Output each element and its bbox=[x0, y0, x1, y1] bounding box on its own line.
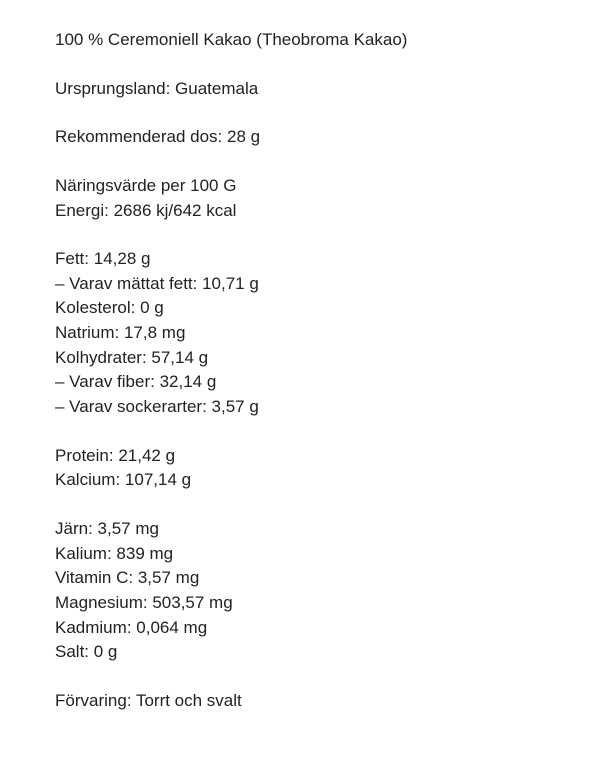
sodium-line: Natrium: 17,8 mg bbox=[55, 321, 547, 346]
potassium-line: Kalium: 839 mg bbox=[55, 542, 547, 567]
protein-value: 21,42 g bbox=[118, 446, 175, 465]
dose-line: Rekommenderad dos: 28 g bbox=[55, 125, 547, 150]
iron-value: 3,57 mg bbox=[98, 519, 159, 538]
nutrition-title: Näringsvärde per 100 G bbox=[55, 174, 547, 199]
fiber-label: – Varav fiber bbox=[55, 372, 150, 391]
nutrition-header-block: Näringsvärde per 100 G Energi: 2686 kj/6… bbox=[55, 174, 547, 223]
storage-block: Förvaring: Torrt och svalt bbox=[55, 689, 547, 714]
salt-line: Salt: 0 g bbox=[55, 640, 547, 665]
origin-block: Ursprungsland: Guatemala bbox=[55, 77, 547, 102]
vitc-label: Vitamin C bbox=[55, 568, 128, 587]
protein-line: Protein: 21,42 g bbox=[55, 444, 547, 469]
cholesterol-label: Kolesterol bbox=[55, 298, 131, 317]
vitc-value: 3,57 mg bbox=[138, 568, 199, 587]
fat-label: Fett bbox=[55, 249, 84, 268]
calcium-line: Kalcium: 107,14 g bbox=[55, 468, 547, 493]
cadmium-value: 0,064 mg bbox=[136, 618, 207, 637]
origin-line: Ursprungsland: Guatemala bbox=[55, 77, 547, 102]
storage-value: Torrt och svalt bbox=[136, 691, 242, 710]
potassium-label: Kalium bbox=[55, 544, 107, 563]
magnesium-label: Magnesium bbox=[55, 593, 143, 612]
magnesium-value: 503,57 mg bbox=[152, 593, 232, 612]
nutrition-group-2: Protein: 21,42 g Kalcium: 107,14 g bbox=[55, 444, 547, 493]
sugars-label: – Varav sockerarter bbox=[55, 397, 202, 416]
fiber-value: 32,14 g bbox=[160, 372, 217, 391]
magnesium-line: Magnesium: 503,57 mg bbox=[55, 591, 547, 616]
energy-label: Energi bbox=[55, 201, 104, 220]
sodium-value: 17,8 mg bbox=[124, 323, 185, 342]
cholesterol-value: 0 g bbox=[140, 298, 164, 317]
dose-value: 28 g bbox=[227, 127, 260, 146]
sat-fat-label: – Varav mättat fett bbox=[55, 274, 193, 293]
origin-label: Ursprungsland bbox=[55, 79, 166, 98]
fiber-line: – Varav fiber: 32,14 g bbox=[55, 370, 547, 395]
iron-label: Järn bbox=[55, 519, 88, 538]
sugars-line: – Varav sockerarter: 3,57 g bbox=[55, 395, 547, 420]
salt-value: 0 g bbox=[94, 642, 118, 661]
nutrition-group-3: Järn: 3,57 mg Kalium: 839 mg Vitamin C: … bbox=[55, 517, 547, 665]
energy-value: 2686 kj/642 kcal bbox=[114, 201, 237, 220]
calcium-value: 107,14 g bbox=[125, 470, 191, 489]
sodium-label: Natrium bbox=[55, 323, 115, 342]
carbs-line: Kolhydrater: 57,14 g bbox=[55, 346, 547, 371]
product-title: 100 % Ceremoniell Kakao (Theobroma Kakao… bbox=[55, 28, 547, 53]
carbs-value: 57,14 g bbox=[151, 348, 208, 367]
protein-label: Protein bbox=[55, 446, 109, 465]
title-text: 100 % Ceremoniell Kakao (Theobroma Kakao… bbox=[55, 28, 547, 53]
carbs-label: Kolhydrater bbox=[55, 348, 142, 367]
vitc-line: Vitamin C: 3,57 mg bbox=[55, 566, 547, 591]
fat-value: 14,28 g bbox=[94, 249, 151, 268]
sat-fat-value: 10,71 g bbox=[202, 274, 259, 293]
dose-block: Rekommenderad dos: 28 g bbox=[55, 125, 547, 150]
storage-line: Förvaring: Torrt och svalt bbox=[55, 689, 547, 714]
fat-line: Fett: 14,28 g bbox=[55, 247, 547, 272]
energy-line: Energi: 2686 kj/642 kcal bbox=[55, 199, 547, 224]
iron-line: Järn: 3,57 mg bbox=[55, 517, 547, 542]
potassium-value: 839 mg bbox=[116, 544, 173, 563]
nutrition-group-1: Fett: 14,28 g – Varav mättat fett: 10,71… bbox=[55, 247, 547, 419]
sat-fat-line: – Varav mättat fett: 10,71 g bbox=[55, 272, 547, 297]
calcium-label: Kalcium bbox=[55, 470, 115, 489]
cadmium-line: Kadmium: 0,064 mg bbox=[55, 616, 547, 641]
storage-label: Förvaring bbox=[55, 691, 127, 710]
cadmium-label: Kadmium bbox=[55, 618, 127, 637]
sugars-value: 3,57 g bbox=[212, 397, 259, 416]
salt-label: Salt bbox=[55, 642, 84, 661]
origin-value: Guatemala bbox=[175, 79, 258, 98]
cholesterol-line: Kolesterol: 0 g bbox=[55, 296, 547, 321]
dose-label: Rekommenderad dos bbox=[55, 127, 218, 146]
